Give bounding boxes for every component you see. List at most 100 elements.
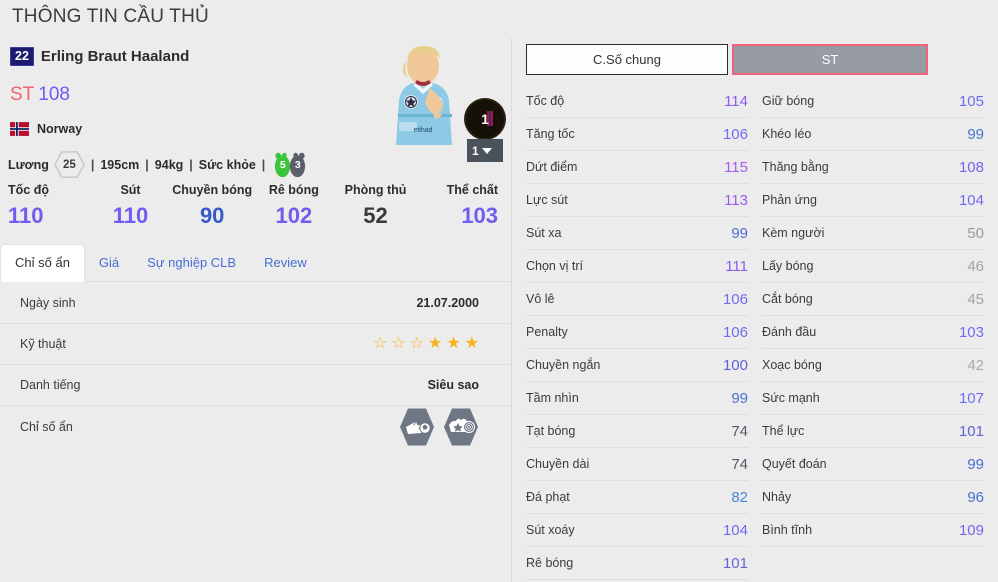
panel-divider [511, 38, 512, 582]
attribute-label: Lực sút [526, 193, 568, 207]
attribute-value: 82 [731, 488, 748, 506]
star-filled-icon: ★ [464, 335, 479, 352]
tab-3[interactable]: Review [264, 255, 307, 270]
foot-ratings: 5 3 [273, 152, 307, 178]
meta-separator-4: | [261, 158, 266, 172]
attribute-value: 99 [967, 455, 984, 473]
main-stat-3: Rê bóng 102 [253, 183, 335, 229]
main-stat-label: Sút [120, 183, 141, 197]
attribute-value: 101 [958, 422, 984, 440]
wage-value: 25 [62, 159, 76, 171]
attribute-row: Phản ứng 104 [762, 184, 984, 217]
attribute-row: Bình tĩnh 109 [762, 514, 984, 547]
attribute-row: Sức mạnh 107 [762, 382, 984, 415]
attribute-label: Sức mạnh [762, 391, 820, 405]
main-stat-1: Sút 110 [90, 183, 172, 229]
star-filled-icon: ★ [446, 335, 461, 352]
attribute-label: Cắt bóng [762, 292, 813, 306]
attribute-value: 108 [958, 158, 984, 176]
segment-position-st[interactable]: ST [732, 44, 928, 75]
attribute-value: 74 [731, 422, 748, 440]
right-foot-value: 3 [294, 159, 301, 171]
main-stat-value: 102 [275, 203, 313, 228]
attribute-label: Tạt bóng [526, 424, 576, 438]
attribute-label: Sút xoáy [526, 523, 575, 537]
attribute-label: Phản ứng [762, 193, 817, 207]
star-outline-icon: ☆ [409, 335, 424, 352]
main-stat-label: Rê bóng [268, 183, 319, 197]
version-select[interactable]: 1 [467, 139, 503, 162]
segment-general-stats[interactable]: C.Số chung [526, 44, 728, 75]
nationality: Norway [10, 122, 82, 136]
attribute-value: 99 [731, 224, 748, 242]
attribute-value: 74 [731, 455, 748, 473]
attribute-label: Vô lê [526, 292, 555, 306]
attribute-value: 50 [967, 224, 984, 242]
attribute-label: Đánh đầu [762, 325, 817, 339]
attribute-value: 104 [958, 191, 984, 209]
attribute-row: Thể lực 101 [762, 415, 984, 448]
player-meta: Lương 25 | 195cm | 94kg | Sức khỏe | 5 3 [8, 151, 307, 179]
version-select-value: 1 [472, 143, 479, 158]
attribute-label: Bình tĩnh [762, 523, 813, 537]
attribute-row: Nhảy 96 [762, 481, 984, 514]
attribute-row: Thăng bằng 108 [762, 151, 984, 184]
main-stat-value: 110 [8, 203, 44, 228]
attribute-row: Đá phạt 82 [526, 481, 748, 514]
attribute-label: Penalty [526, 325, 568, 339]
attribute-value: 111 [725, 257, 748, 275]
main-stat-label: Phòng thủ [344, 183, 407, 197]
tab-0[interactable]: Chỉ số ẩn [0, 244, 85, 282]
meta-separator-1: | [90, 158, 95, 172]
attribute-value: 42 [967, 356, 984, 374]
right-foot-icon: 3 [288, 152, 307, 178]
attribute-label: Thăng bằng [762, 160, 829, 174]
attribute-row: Quyết đoán 99 [762, 448, 984, 481]
birthdate-label: Ngày sinh [20, 296, 76, 310]
attribute-row: Kèm người 50 [762, 217, 984, 250]
attribute-label: Chuyền ngắn [526, 358, 601, 372]
attribute-row: Lấy bóng 46 [762, 250, 984, 283]
attribute-value: 114 [724, 92, 748, 110]
attribute-label: Rê bóng [526, 556, 574, 570]
attribute-value: 103 [958, 323, 984, 341]
tab-2[interactable]: Sự nghiệp CLB [147, 255, 237, 270]
hidden-stat-icons [399, 407, 479, 447]
attribute-label: Kèm người [762, 226, 825, 240]
badge-number: 1 [481, 111, 489, 127]
attribute-label: Lấy bóng [762, 259, 814, 273]
main-stat-value: 90 [199, 203, 225, 228]
long-shot-icon[interactable] [443, 407, 479, 447]
meta-separator-2: | [145, 158, 149, 172]
position-label: ST [10, 84, 35, 105]
right-panel: C.Số chung ST Tốc độ 114 Tăng tốc 106 Dứt đi… [512, 38, 998, 582]
attribute-row: Sút xoáy 104 [526, 514, 748, 547]
attribute-value: 45 [967, 290, 984, 308]
fitness-label: Sức khỏe [198, 158, 256, 172]
player-weight: 94kg [154, 158, 184, 172]
reputation-value: Siêu sao [427, 378, 479, 392]
main-stats-strip: Tốc độ 110 Sút 110 Chuyền bóng 90 Rê bóng 102 Ph… [0, 183, 512, 229]
skill-moves-badge[interactable]: 1 [466, 100, 504, 138]
detail-rows: Ngày sinh 21.07.2000 Kỹ thuật ☆ ☆ ☆ ★ ★ ★ Dan… [0, 283, 512, 447]
attribute-columns: Tốc độ 114 Tăng tốc 106 Dứt điểm 115 Lực sút 11… [512, 85, 998, 580]
main-stat-label: Chuyền bóng [172, 183, 253, 197]
left-foot-icon: 5 [273, 152, 292, 178]
norway-flag-icon [10, 122, 29, 136]
attribute-value: 106 [722, 125, 748, 143]
attribute-row: Cắt bóng 45 [762, 283, 984, 316]
attribute-label: Dứt điểm [526, 160, 578, 174]
attribute-mode-toggle: C.Số chung ST [512, 38, 998, 75]
attribute-value: 107 [958, 389, 984, 407]
player-height: 195cm [100, 158, 140, 172]
attribute-label: Xoạc bóng [762, 358, 822, 372]
speed-dribble-icon[interactable] [399, 407, 435, 447]
skill-label: Kỹ thuật [20, 337, 66, 351]
attribute-column-left: Tốc độ 114 Tăng tốc 106 Dứt điểm 115 Lực sút 11… [526, 85, 748, 580]
attribute-label: Giữ bóng [762, 94, 815, 108]
attribute-label: Quyết đoán [762, 457, 827, 471]
tab-1[interactable]: Giá [98, 255, 120, 270]
attribute-value: 115 [724, 158, 748, 176]
attribute-label: Tầm nhìn [526, 391, 579, 405]
